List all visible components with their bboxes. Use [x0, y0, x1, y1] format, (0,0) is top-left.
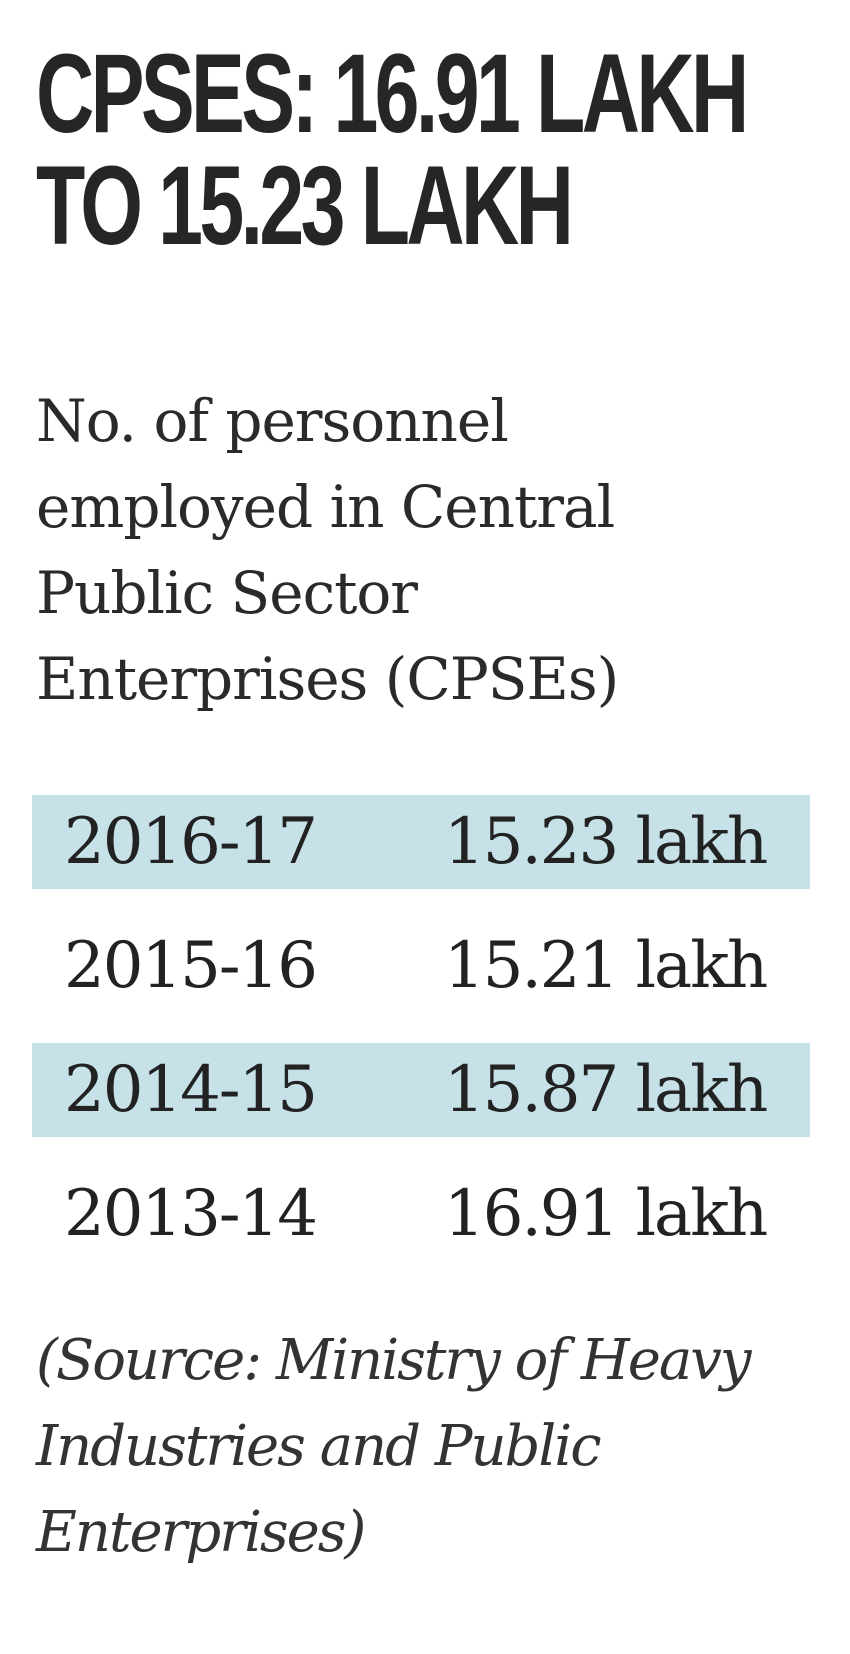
table-row: 2016-17 15.23 lakh — [32, 795, 810, 889]
chart-title-line-1: CPSES: 16.91 LAKH — [36, 38, 612, 150]
value-cell: 15.23 lakh — [444, 795, 766, 889]
period-cell: 2014-15 — [64, 1043, 316, 1137]
period-cell: 2016-17 — [64, 795, 316, 889]
source-line-1: (Source: Ministry of Heavy — [36, 1318, 826, 1404]
source-line-2: Industries and Public — [36, 1404, 826, 1490]
subtitle-line-4: Enterprises (CPSEs) — [36, 636, 816, 722]
value-cell: 15.21 lakh — [444, 919, 766, 1013]
table-row: 2015-16 15.21 lakh — [32, 919, 810, 1013]
source-note: (Source: Ministry of Heavy Industries an… — [36, 1318, 826, 1576]
period-cell: 2013-14 — [64, 1167, 316, 1261]
chart-subtitle: No. of personnel employed in Central Pub… — [36, 378, 816, 722]
chart-title: CPSES: 16.91 LAKH TO 15.23 LAKH — [36, 38, 612, 262]
subtitle-line-1: No. of personnel — [36, 378, 816, 464]
source-line-3: Enterprises) — [36, 1490, 826, 1576]
value-cell: 15.87 lakh — [444, 1043, 766, 1137]
subtitle-line-3: Public Sector — [36, 550, 816, 636]
period-cell: 2015-16 — [64, 919, 316, 1013]
data-table: 2016-17 15.23 lakh 2015-16 15.21 lakh 20… — [32, 795, 810, 1291]
table-row: 2013-14 16.91 lakh — [32, 1167, 810, 1261]
chart-title-line-2: TO 15.23 LAKH — [36, 150, 612, 262]
value-cell: 16.91 lakh — [444, 1167, 766, 1261]
table-row: 2014-15 15.87 lakh — [32, 1043, 810, 1137]
subtitle-line-2: employed in Central — [36, 464, 816, 550]
